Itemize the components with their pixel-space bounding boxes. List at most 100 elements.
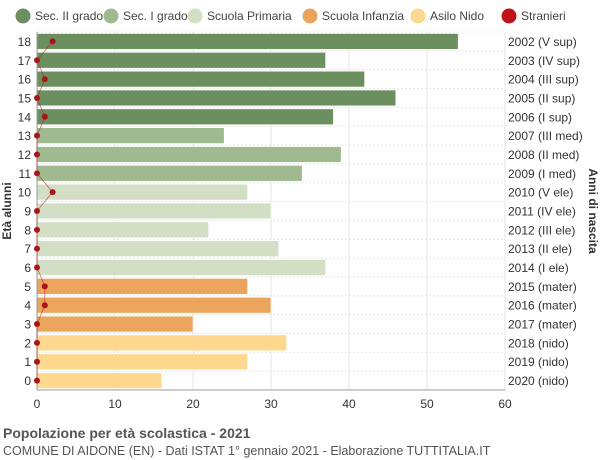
stranieri-point [34,321,40,328]
y-tick-label: 3 [24,318,31,332]
y-tick-label: 6 [24,261,31,275]
birth-year-label: 2007 (III med) [508,129,583,143]
bar [36,33,459,50]
y-tick-label: 15 [18,91,32,105]
y-tick-label: 16 [18,73,32,87]
bar [36,334,287,352]
stranieri-point [34,208,40,214]
y-tick-label: 8 [24,223,31,237]
bar [36,315,194,333]
legend-label: Asilo Nido [430,9,484,23]
bar [36,240,280,257]
x-tick-label: 40 [342,397,356,411]
bar [36,89,397,107]
stranieri-point [34,245,40,252]
birth-year-label: 2009 (I med) [508,167,576,181]
x-tick-label: 50 [420,397,434,411]
y-tick-label: 14 [18,110,32,124]
bar [36,70,365,88]
stranieri-point [41,113,48,120]
birth-year-label: 2012 (III ele) [508,223,575,237]
birth-year-label: 2020 (nido) [508,374,569,388]
y-tick-label: 1 [24,355,31,369]
stranieri-point [41,76,48,83]
bar [36,296,272,314]
legend-label: Scuola Infanzia [322,9,404,23]
birth-year-label: 2014 (I ele) [508,261,569,275]
x-tick-label: 30 [264,397,278,411]
stranieri-point [34,57,40,64]
birth-year-label: 2005 (II sup) [508,91,575,105]
birth-year-label: 2010 (V ele) [508,186,573,200]
stranieri-point [34,151,40,158]
legend-label: Stranieri [521,9,566,23]
bar [36,372,163,389]
legend-label: Sec. I grado [123,9,188,23]
stranieri-point [34,170,40,177]
stranieri-point [34,264,40,271]
birth-year-label: 2004 (III sup) [508,73,579,87]
birth-year-label: 2011 (IV ele) [508,205,576,219]
stranieri-point [41,302,48,309]
bar [36,165,303,182]
x-tick-label: 20 [186,397,200,411]
stranieri-point [34,132,40,139]
birth-year-label: 2019 (nido) [508,355,569,369]
y-tick-label: 10 [18,186,32,200]
birth-year-label: 2006 (I sup) [508,110,572,124]
y-tick-label: 4 [24,299,31,313]
stranieri-point [49,38,56,45]
bar [36,146,342,163]
y-tick-label: 5 [24,280,31,294]
legend-label: Sec. II grado [35,9,103,23]
chart-subtitle: COMUNE DI AIDONE (EN) - Dati ISTAT 1° ge… [3,444,491,458]
y-tick-label: 7 [24,242,31,256]
stranieri-point [34,377,40,384]
legend-label: Scuola Primaria [207,9,292,23]
legend-swatch [410,8,426,24]
y-tick-label: 18 [18,35,32,49]
legend-swatch [187,8,203,24]
bar [36,259,326,276]
legend-swatch [501,8,517,24]
stranieri-point [49,189,56,196]
y-tick-label: 9 [24,205,31,219]
y-tick-label: 11 [19,167,32,181]
birth-year-label: 2017 (mater) [508,318,577,332]
y-tick-label: 2 [24,336,31,350]
x-tick-label: 0 [34,397,41,411]
y-tick-label: 17 [18,54,32,68]
legend-swatch [103,8,119,24]
chart-title: Popolazione per età scolastica - 2021 [3,425,251,441]
birth-year-label: 2003 (IV sup) [508,54,580,68]
birth-year-label: 2018 (nido) [508,336,569,350]
stranieri-point [34,339,40,346]
y-tick-label: 13 [18,129,32,143]
y-tick-label: 12 [18,148,32,162]
bar [36,221,209,239]
bar [36,183,248,201]
birth-year-label: 2008 (II med) [508,148,579,162]
birth-year-label: 2015 (mater) [508,280,577,294]
legend-swatch [302,8,318,24]
stranieri-point [41,283,48,290]
stranieri-point [34,94,40,101]
x-tick-label: 60 [498,397,512,411]
stranieri-point [34,226,40,233]
bar [36,278,248,295]
bar [36,353,248,370]
legend-swatch [15,8,31,24]
y-tick-label: 0 [24,374,31,388]
bar [36,52,326,69]
birth-year-label: 2016 (mater) [508,299,577,313]
birth-year-label: 2002 (V sup) [508,35,577,49]
bar [36,108,334,126]
bar [36,127,225,144]
bar [36,202,272,220]
x-tick-label: 10 [108,397,122,411]
birth-year-label: 2013 (II ele) [508,242,572,256]
y-axis-title-right: Anni di nascita [586,168,600,254]
y-axis-title-left: Età alunni [0,182,14,239]
stranieri-point [34,358,40,365]
